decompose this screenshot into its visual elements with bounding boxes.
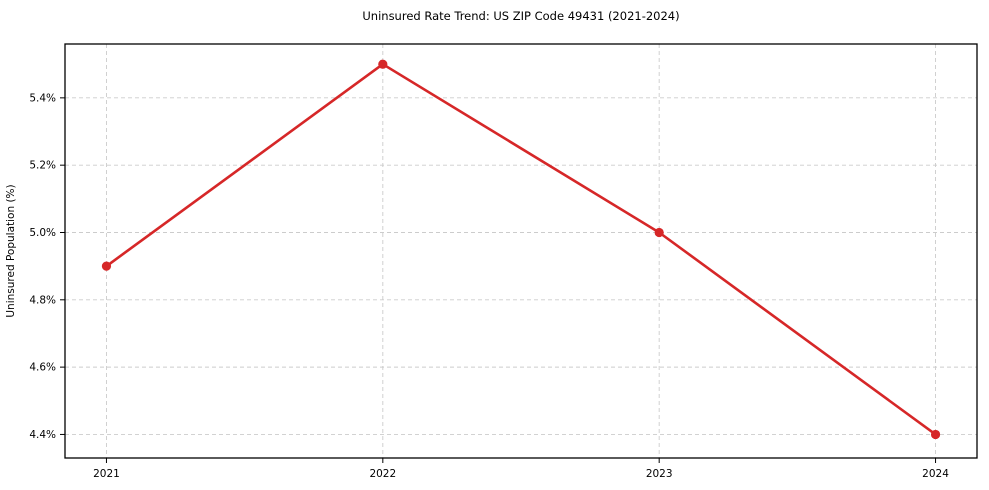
- y-tick-label: 5.0%: [29, 227, 56, 239]
- trend-line: [105, 62, 937, 436]
- plot-border: [64, 43, 978, 459]
- data-point-marker: [930, 429, 941, 440]
- y-tick-label: 4.8%: [29, 294, 56, 306]
- y-axis-label: Uninsured Population (%): [5, 184, 17, 317]
- x-tick-label: 2022: [369, 468, 396, 480]
- y-tick-label: 5.4%: [29, 92, 56, 104]
- tick-labels-layer: 4.4% 4.6% 4.8% 5.0% 5.2% 5.4% 2021 2022 2023 2024: [29, 92, 949, 480]
- data-point-marker: [378, 59, 388, 69]
- y-tick-label: 5.2%: [29, 160, 56, 172]
- x-tick-label: 2023: [646, 468, 673, 480]
- chart-title: Uninsured Rate Trend: US ZIP Code 49431 …: [362, 9, 679, 23]
- data-point-marker: [654, 227, 664, 238]
- x-tick-label: 2024: [922, 468, 949, 480]
- data-point-marker: [101, 261, 112, 271]
- y-tick-label: 4.6%: [29, 362, 56, 374]
- y-tick-label: 4.4%: [29, 429, 56, 441]
- data-series-layer: [101, 59, 941, 440]
- x-tick-label: 2021: [93, 468, 120, 480]
- grid-layer: [65, 44, 977, 458]
- tick-marks-layer: [60, 97, 937, 463]
